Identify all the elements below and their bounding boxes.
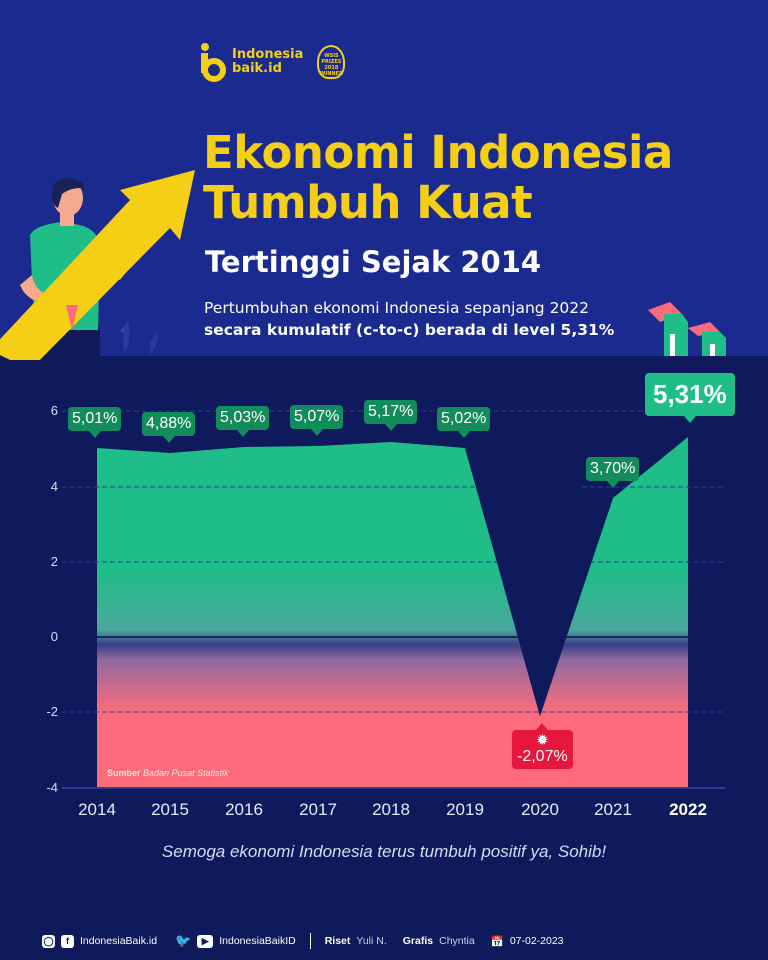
y-tick: 6 [50,403,58,418]
value-label-2017: 5,07% [290,405,344,436]
grafis-label: Grafis [402,935,434,947]
y-tick: 4 [50,479,58,494]
value-label-2018: 5,17% [364,400,418,431]
title-line1: Ekonomi Indonesia [203,126,673,179]
handle-instagram-facebook[interactable]: IndonesiaBaik.id [80,935,158,947]
award-badge: WSIS PRIZES 2018 WINNER [317,45,346,79]
title-line2: Tumbuh Kuat [203,176,533,229]
indonesiabaik-logo-icon [201,43,226,82]
man-holding-arrow-illustration [0,170,195,360]
value-label-2020: ✹ -2,07% [512,723,573,769]
x-tick: 2021 [594,800,632,819]
logo-line2: baik.id [232,61,282,76]
handle-twitter-youtube[interactable]: IndonesiaBaikID [219,935,296,947]
divider [309,933,311,949]
subtitle-line2: secara kumulatif (c-to-c) berada di leve… [204,321,615,339]
value-label-2022: 5,31% [645,373,735,423]
x-tick: 2017 [299,800,337,819]
facebook-icon[interactable]: f [61,934,74,948]
subtitle-line1: Pertumbuhan ekonomi Indonesia sepanjang … [204,299,590,317]
growth-area-chart [62,356,768,796]
date: 07-02-2023 [509,935,564,947]
closing-message: Semoga ekonomi Indonesia terus tumbuh po… [161,842,607,861]
x-tick: 2014 [78,800,116,819]
youtube-icon[interactable]: ▶ [197,934,214,948]
x-tick: 2015 [151,800,189,819]
y-tick: 2 [50,554,58,569]
page-title: Ekonomi Indonesia Tumbuh Kuat [203,128,673,228]
y-tick: -2 [46,704,58,719]
x-tick: 2016 [225,800,263,819]
houses-illustration [648,302,726,356]
footer: ◯ f IndonesiaBaik.id 🐦 ▶ IndonesiaBaikID… [42,933,564,949]
x-tick: 2020 [521,800,559,819]
x-tick: 2019 [446,800,484,819]
value-label-2019: 5,02% [437,407,491,438]
instagram-icon[interactable]: ◯ [42,934,55,948]
source-value: Badan Pusat Statistik [143,768,229,778]
title-line3: Tertinggi Sejak 2014 [205,245,542,279]
value-label-2021: 3,70% [586,457,640,488]
value-label-2016: 5,03% [216,406,270,437]
twitter-icon[interactable]: 🐦 [175,933,192,948]
x-tick: 2018 [372,800,410,819]
x-tick-highlight: 2022 [669,800,707,819]
calendar-icon: 📅 [490,935,504,948]
logo-line1: Indonesia [232,47,304,62]
riset-name: Yuli N. [356,935,387,947]
grafis-name: Chyntia [439,935,475,947]
y-tick: -4 [46,780,58,795]
value-label-2020-text: -2,07% [517,748,568,765]
brand-logo: Indonesia baik.id WSIS PRIZES 2018 WINNE… [200,42,346,82]
source-label: Sumber [107,768,141,778]
value-label-2015: 4,88% [142,412,196,443]
riset-label: Riset [324,935,351,947]
value-label-2014: 5,01% [68,407,122,438]
dip-wedge [465,448,613,716]
y-tick: 0 [50,629,58,644]
virus-icon: ✹ [536,732,549,749]
source-note: Sumber Badan Pusat Statistik [107,768,229,778]
header-section [0,0,768,356]
